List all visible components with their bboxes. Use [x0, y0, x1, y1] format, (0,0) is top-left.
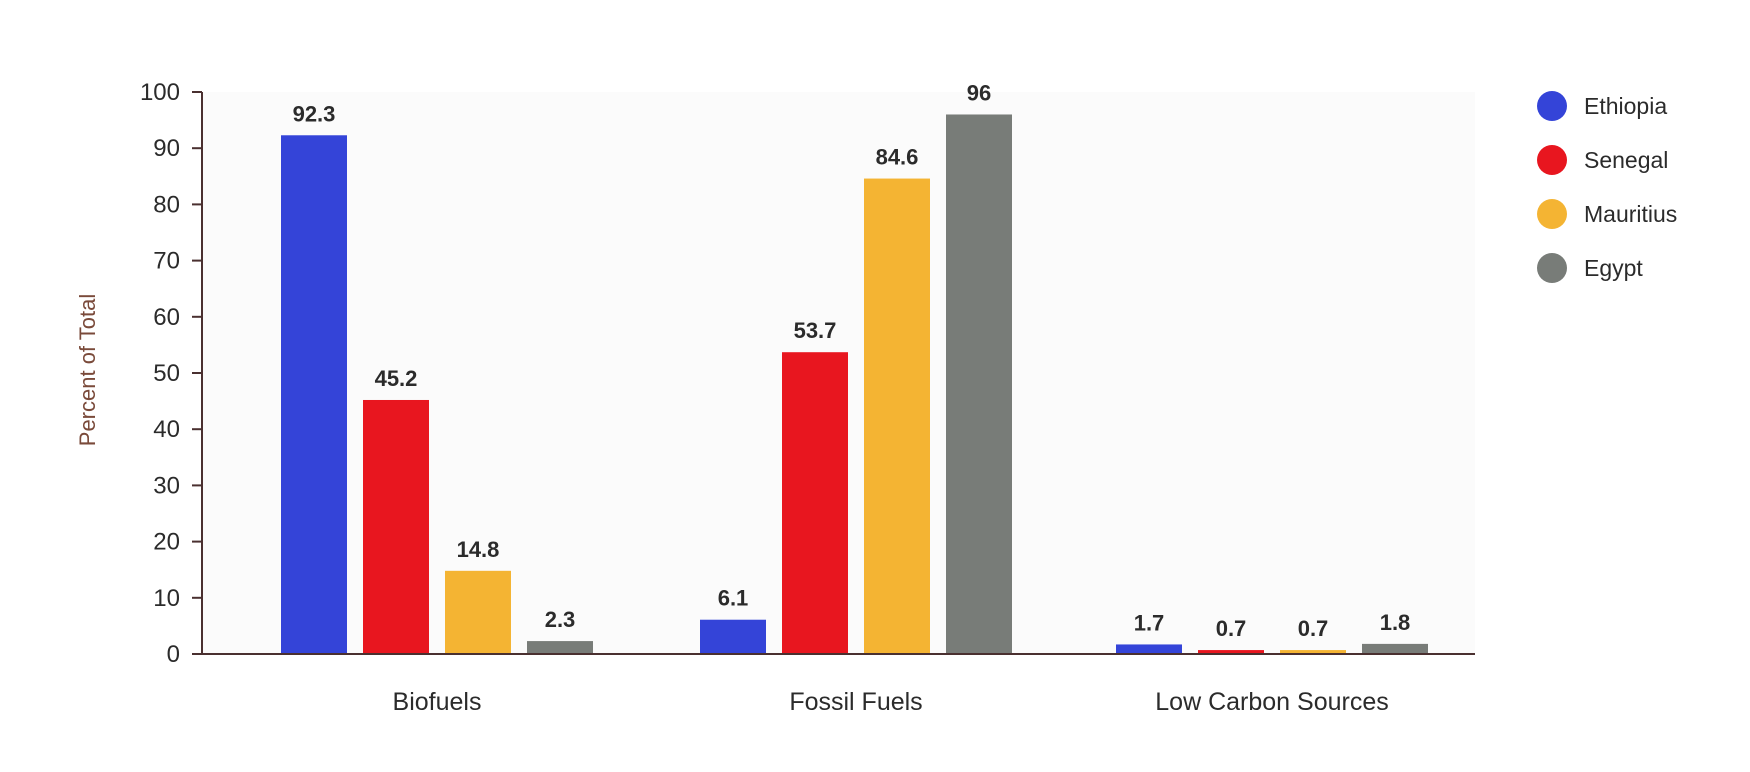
bar-mauritius-biofuels [445, 570, 511, 654]
data-label: 45.2 [375, 366, 418, 391]
legend-label: Senegal [1584, 147, 1668, 173]
y-tick-label: 20 [153, 529, 180, 556]
legend-label: Ethiopia [1584, 93, 1667, 119]
legend-swatch [1537, 145, 1567, 175]
bar-egypt-fossil-fuels [946, 114, 1012, 655]
data-label: 14.8 [457, 537, 500, 562]
legend-label: Egypt [1584, 255, 1643, 281]
x-category-label: Fossil Fuels [789, 688, 922, 716]
bar-ethiopia-biofuels [281, 135, 347, 655]
data-label: 1.8 [1380, 610, 1411, 635]
legend-swatch [1537, 199, 1567, 229]
y-tick-label: 70 [153, 248, 180, 275]
bar-senegal-low-carbon-sources [1198, 650, 1264, 654]
bar-ethiopia-low-carbon-sources [1116, 644, 1182, 654]
data-label: 92.3 [293, 101, 336, 126]
y-tick-label: 100 [140, 79, 180, 106]
bar-ethiopia-fossil-fuels [700, 619, 766, 654]
value-labels: 92.3 45.2 14.8 2.3 6.1 53.7 84.6 96 1.7 0.7 0.7 1.8 [293, 80, 1411, 641]
data-label: 1.7 [1134, 610, 1165, 635]
y-tick-label: 40 [153, 416, 180, 443]
y-tick-label: 90 [153, 135, 180, 162]
data-label: 84.6 [876, 145, 919, 170]
legend-swatch [1537, 253, 1567, 283]
legend-item-ethiopia: Ethiopia [1537, 91, 1667, 121]
legend-label: Mauritius [1584, 201, 1677, 227]
legend-swatch [1537, 91, 1567, 121]
bar-egypt-low-carbon-sources [1362, 643, 1428, 654]
y-tick-label: 50 [153, 360, 180, 387]
data-label: 2.3 [545, 607, 576, 632]
bar-egypt-biofuels [527, 641, 593, 654]
data-label: 0.7 [1298, 616, 1329, 641]
data-label: 0.7 [1216, 616, 1247, 641]
bar-mauritius-fossil-fuels [864, 178, 930, 654]
y-axis-title: Percent of Total [75, 294, 100, 446]
legend-item-senegal: Senegal [1537, 145, 1668, 175]
y-tick-label: 80 [153, 191, 180, 218]
data-label: 6.1 [718, 586, 749, 611]
y-tick-label: 0 [167, 641, 180, 668]
bar-mauritius-low-carbon-sources [1280, 650, 1346, 654]
data-label: 96 [967, 80, 991, 105]
x-category-label: Low Carbon Sources [1155, 688, 1388, 716]
x-axis: Biofuels Fossil Fuels Low Carbon Sources [202, 653, 1475, 716]
y-axis: 0 10 20 30 40 50 60 70 80 90 100 [140, 79, 203, 668]
y-tick-label: 30 [153, 472, 180, 499]
bars [281, 114, 1428, 655]
x-category-label: Biofuels [393, 688, 482, 716]
data-label: 53.7 [794, 318, 837, 343]
y-tick-label: 60 [153, 304, 180, 331]
bar-senegal-fossil-fuels [782, 352, 848, 654]
legend-item-mauritius: Mauritius [1537, 199, 1677, 229]
bar-senegal-biofuels [363, 399, 429, 654]
legend: Ethiopia Senegal Mauritius Egypt [1537, 91, 1677, 283]
legend-item-egypt: Egypt [1537, 253, 1643, 283]
y-tick-label: 10 [153, 585, 180, 612]
